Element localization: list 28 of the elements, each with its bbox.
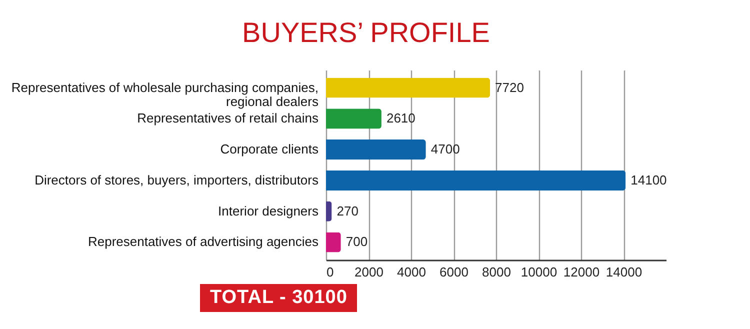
data-label: 14100 — [630, 172, 667, 188]
data-label: 270 — [336, 203, 358, 218]
y-tick-label: Corporate clients — [220, 142, 319, 157]
data-label: 7720 — [495, 80, 524, 95]
x-tick-label: 4000 — [397, 264, 426, 280]
x-tick-label: 6000 — [440, 264, 468, 280]
data-label: 700 — [346, 234, 368, 250]
bar — [326, 108, 382, 129]
x-tick-label: 2000 — [354, 264, 384, 280]
x-tick-label: 14000 — [606, 264, 642, 280]
bar — [326, 78, 490, 98]
chart-title: BUYERS’ PROFILE — [242, 17, 490, 48]
x-tick-label: 10000 — [520, 264, 558, 280]
bar — [326, 170, 626, 190]
x-tick-label: 0 — [326, 264, 334, 280]
y-tick-label: Representatives of wholesale purchasing companies, regional dealers — [11, 80, 319, 109]
y-tick-label: Representatives of advertising agencies — [88, 234, 319, 250]
y-tick-label: Interior designers — [218, 203, 319, 218]
y-tick-label: Representatives of retail chains — [137, 110, 319, 126]
text: TOTAL - 30100 — [200, 284, 358, 312]
data-label: 2610 — [386, 110, 416, 126]
data-label: 4700 — [430, 142, 460, 157]
bar — [326, 232, 341, 252]
x-tick-label: 8000 — [482, 264, 511, 280]
x-tick-label: 12000 — [563, 264, 600, 280]
bar — [326, 140, 426, 160]
y-tick-label: Directors of stores, buyers, importers, distributors — [34, 172, 319, 188]
bar — [326, 201, 332, 222]
